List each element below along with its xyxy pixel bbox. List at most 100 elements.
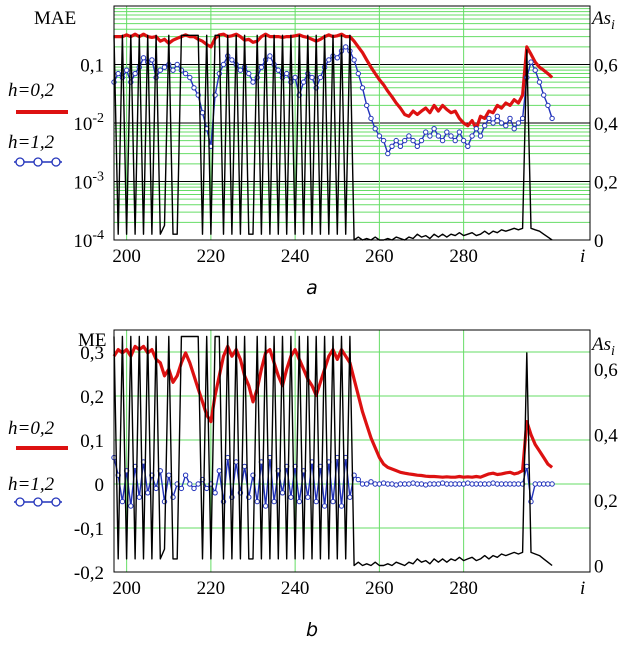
data-point [321, 503, 328, 509]
data-point [460, 137, 467, 144]
data-point [376, 481, 383, 487]
data-point [368, 479, 374, 485]
data-point [410, 137, 416, 144]
data-point [372, 126, 378, 132]
data-point [545, 102, 551, 109]
data-point [182, 472, 189, 478]
data-point [406, 481, 412, 487]
panel-a: 0,1 10-2 10-3 10-4 0,6 0,4 0,2 0 200 220 240 260 280… [8, 5, 618, 299]
data-point [233, 459, 239, 465]
data-point [498, 481, 505, 487]
data-point [115, 70, 121, 77]
data-point [503, 123, 509, 129]
data-point [410, 480, 416, 486]
data-point [368, 115, 374, 122]
data-point [254, 498, 260, 505]
x-axis-title: i [580, 246, 585, 267]
data-point [393, 482, 399, 488]
data-point [338, 503, 345, 509]
data-point [241, 463, 248, 470]
y-tick-label-left: 0,1 [80, 431, 104, 452]
data-point [482, 123, 488, 129]
data-point [444, 129, 450, 135]
panel-caption: b [306, 619, 318, 641]
legend-marker [51, 157, 61, 167]
y-tick-label-right: 0 [594, 556, 604, 577]
data-point [435, 481, 442, 487]
y-tick-label-left: 0 [95, 475, 105, 496]
data-point [473, 126, 479, 132]
data-point [300, 79, 307, 85]
data-point [393, 137, 399, 144]
data-point [330, 498, 336, 505]
data-point [397, 481, 404, 487]
data-point [170, 67, 176, 73]
y-tick-label-right: 0,6 [594, 56, 618, 77]
series-line-black [113, 335, 553, 567]
data-point [229, 57, 235, 63]
x-tick-label: 260 [365, 246, 394, 267]
y-tick-label-right: 0,4 [594, 426, 618, 447]
data-point [258, 64, 265, 70]
y-tick-label-left: 0,2 [80, 387, 104, 408]
data-point [220, 61, 227, 68]
legend-marker [15, 497, 25, 507]
data-point [541, 92, 547, 98]
x-tick-label: 240 [281, 246, 310, 267]
legend-label: h=0,2 [8, 80, 55, 101]
y-axis-title-left: MAE [34, 8, 76, 29]
data-point [178, 485, 185, 492]
data-point [216, 468, 223, 474]
y-tick-label-right: 0,6 [594, 360, 618, 381]
data-point [267, 53, 273, 59]
x-tick-label: 200 [112, 578, 141, 599]
data-point [279, 490, 286, 496]
data-point [477, 133, 484, 139]
data-point [532, 481, 538, 487]
y-axis-title-right: Asi [590, 8, 615, 33]
data-point [288, 494, 294, 500]
y-axis-title-right: Asi [590, 334, 615, 359]
y-tick-label-left: 0,1 [80, 56, 104, 77]
legend-label: h=0,2 [8, 418, 55, 439]
data-point [305, 494, 311, 500]
y-tick-label-left: 10-3 [73, 170, 104, 194]
data-point [347, 494, 353, 500]
data-point [174, 61, 180, 68]
data-point [178, 67, 185, 73]
data-point [460, 481, 467, 487]
x-tick-label: 220 [197, 246, 226, 267]
legend-marker [33, 497, 43, 507]
data-point [536, 79, 543, 85]
data-point [498, 120, 505, 126]
data-point [528, 59, 534, 65]
data-point [423, 129, 429, 135]
data-point [532, 67, 538, 73]
data-point [452, 137, 458, 144]
series-line-black [113, 34, 553, 241]
y-tick-label-left: 0,3 [80, 343, 104, 364]
data-point [136, 494, 143, 500]
data-point [427, 133, 433, 139]
data-point [486, 115, 492, 122]
data-point [275, 67, 281, 73]
data-point [549, 115, 555, 122]
data-point [326, 57, 332, 63]
x-tick-label: 280 [449, 578, 478, 599]
data-point [250, 79, 256, 85]
y-tick-label-left: -0,2 [74, 563, 104, 584]
data-point [262, 503, 269, 509]
legend-label: h=1,2 [8, 132, 55, 153]
data-point [153, 485, 159, 492]
y-tick-label-right: 0 [594, 231, 604, 252]
data-point [128, 503, 134, 509]
panel-b: 0,3 0,2 0,1 0 -0,1 -0,2 0,6 0,4 0,2 0 200 220 240 260… [8, 329, 618, 641]
data-point [119, 498, 126, 505]
y-tick-label-left: 10-4 [73, 228, 104, 252]
data-point [490, 120, 496, 126]
x-axis-title: i [580, 578, 585, 599]
data-point [418, 137, 425, 144]
data-point [494, 113, 500, 120]
data-point [166, 472, 172, 478]
